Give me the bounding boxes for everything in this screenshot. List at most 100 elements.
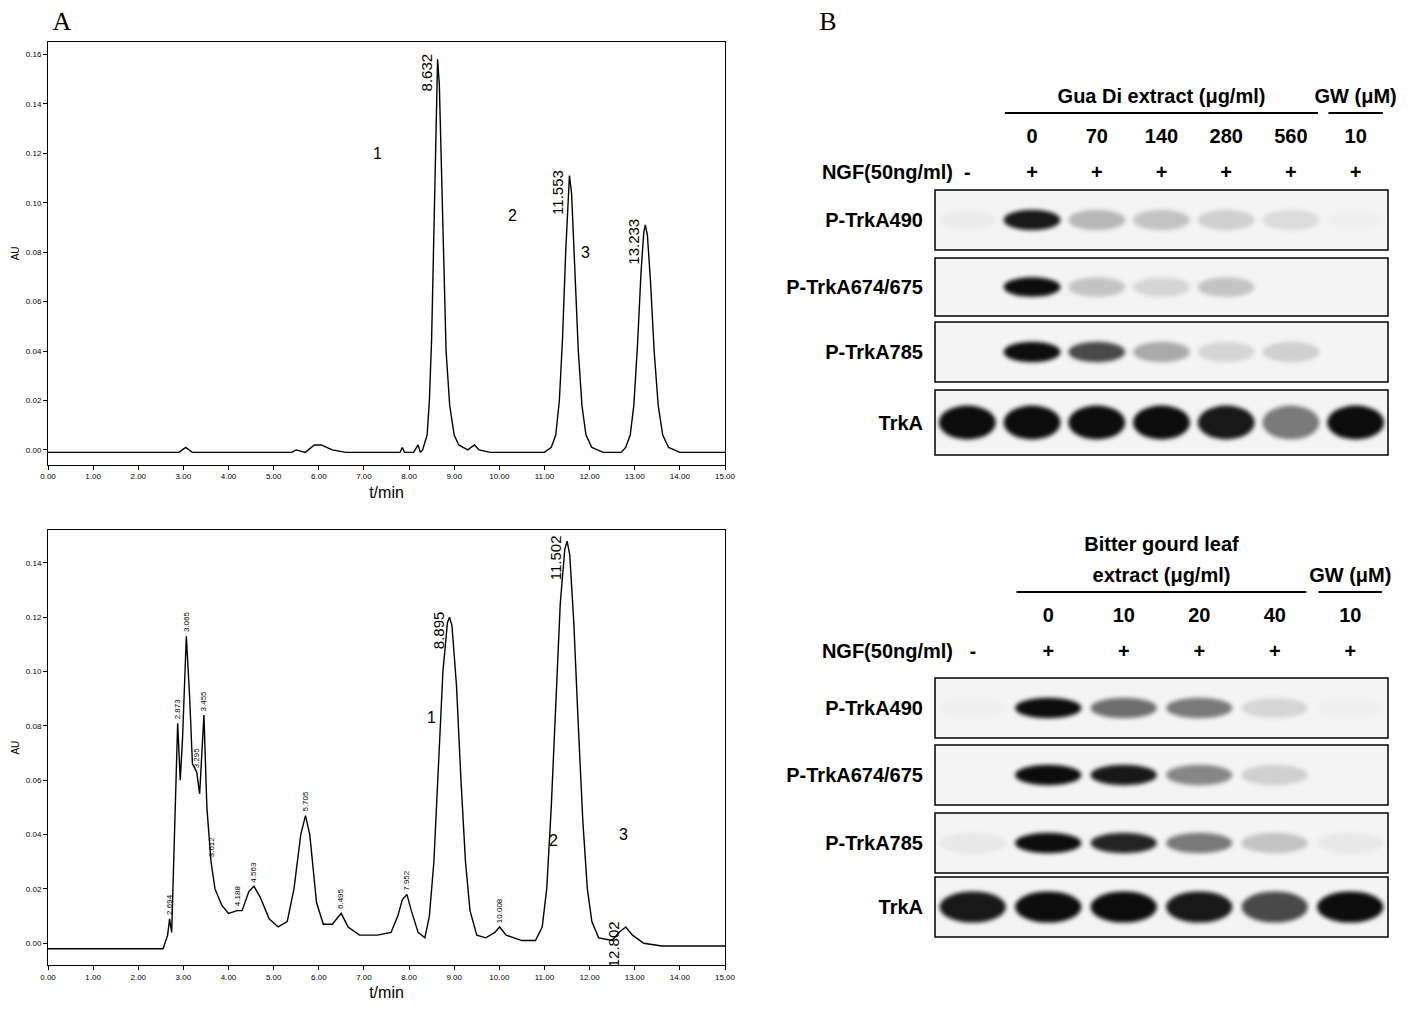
svg-text:0.04: 0.04 <box>26 830 42 839</box>
svg-text:0.12: 0.12 <box>26 613 42 622</box>
svg-text:NGF(50ng/ml): NGF(50ng/ml) <box>822 161 953 183</box>
svg-text:-: - <box>964 161 971 183</box>
svg-text:-: - <box>969 640 976 662</box>
svg-text:1: 1 <box>427 709 436 726</box>
svg-text:NGF(50ng/ml): NGF(50ng/ml) <box>822 640 953 662</box>
svg-text:4.00: 4.00 <box>221 472 237 481</box>
svg-text:0.14: 0.14 <box>26 559 42 568</box>
svg-text:B: B <box>819 7 836 36</box>
svg-text:TrkA: TrkA <box>879 896 923 918</box>
svg-text:3.455: 3.455 <box>199 691 208 712</box>
svg-text:+: + <box>1091 161 1103 183</box>
svg-text:11.553: 11.553 <box>549 170 566 215</box>
svg-text:t/min: t/min <box>369 984 404 1001</box>
svg-text:12.802: 12.802 <box>605 921 622 967</box>
svg-text:4.00: 4.00 <box>221 973 237 982</box>
svg-text:13.233: 13.233 <box>625 219 642 265</box>
svg-text:AU: AU <box>10 246 21 260</box>
svg-text:8.632: 8.632 <box>418 54 435 92</box>
svg-text:5.00: 5.00 <box>266 472 282 481</box>
svg-text:8.895: 8.895 <box>430 612 447 650</box>
svg-text:+: + <box>1344 640 1356 662</box>
svg-text:Bitter gourd leaf: Bitter gourd leaf <box>1084 533 1239 555</box>
svg-text:2: 2 <box>549 832 558 849</box>
svg-text:0.00: 0.00 <box>26 446 42 455</box>
svg-text:4.563: 4.563 <box>249 862 258 883</box>
svg-text:10: 10 <box>1345 125 1367 147</box>
svg-text:10.00: 10.00 <box>489 472 510 481</box>
svg-text:10: 10 <box>1113 604 1135 626</box>
svg-text:AU: AU <box>10 741 21 755</box>
svg-text:GW (μM): GW (μM) <box>1315 85 1397 107</box>
svg-text:+: + <box>1285 161 1297 183</box>
svg-text:3.065: 3.065 <box>182 611 191 632</box>
svg-text:0.00: 0.00 <box>40 973 56 982</box>
svg-text:10.008: 10.008 <box>495 898 504 923</box>
svg-text:0.08: 0.08 <box>26 722 42 731</box>
svg-text:+: + <box>1042 640 1054 662</box>
svg-text:Gua Di extract (μg/ml): Gua Di extract (μg/ml) <box>1058 85 1266 107</box>
svg-text:7.00: 7.00 <box>356 973 372 982</box>
svg-text:40: 40 <box>1264 604 1286 626</box>
svg-text:0.08: 0.08 <box>26 248 42 257</box>
svg-text:3: 3 <box>619 826 628 843</box>
svg-text:5.705: 5.705 <box>301 791 310 812</box>
svg-text:20: 20 <box>1188 604 1210 626</box>
svg-text:6.00: 6.00 <box>311 472 327 481</box>
svg-text:12.00: 12.00 <box>580 472 601 481</box>
svg-text:140: 140 <box>1145 125 1178 147</box>
svg-text:1.00: 1.00 <box>85 973 101 982</box>
svg-text:3.612: 3.612 <box>207 837 216 858</box>
svg-text:3.295: 3.295 <box>192 748 201 769</box>
svg-text:t/min: t/min <box>369 484 404 501</box>
svg-text:+: + <box>1220 161 1232 183</box>
svg-text:0.00: 0.00 <box>40 472 56 481</box>
svg-text:3: 3 <box>581 244 590 261</box>
svg-text:P-TrkA674/675: P-TrkA674/675 <box>786 276 923 298</box>
svg-text:11.00: 11.00 <box>535 973 555 982</box>
svg-text:0.02: 0.02 <box>26 396 42 405</box>
svg-text:3.00: 3.00 <box>176 973 192 982</box>
svg-text:0.02: 0.02 <box>26 885 42 894</box>
svg-text:11.00: 11.00 <box>535 472 555 481</box>
svg-text:+: + <box>1156 161 1168 183</box>
svg-text:2.00: 2.00 <box>130 973 146 982</box>
svg-text:7.00: 7.00 <box>356 472 372 481</box>
svg-text:1: 1 <box>373 145 382 162</box>
svg-text:70: 70 <box>1086 125 1108 147</box>
svg-text:2: 2 <box>508 207 517 224</box>
svg-text:0.00: 0.00 <box>26 939 42 948</box>
svg-text:+: + <box>1118 640 1130 662</box>
svg-text:10: 10 <box>1339 604 1361 626</box>
svg-text:9.00: 9.00 <box>446 973 462 982</box>
svg-text:10.00: 10.00 <box>489 973 510 982</box>
svg-text:P-TrkA785: P-TrkA785 <box>825 341 923 363</box>
svg-text:6.00: 6.00 <box>311 973 327 982</box>
svg-text:P-TrkA490: P-TrkA490 <box>825 209 923 231</box>
svg-text:P-TrkA785: P-TrkA785 <box>825 832 923 854</box>
svg-text:TrkA: TrkA <box>879 412 923 434</box>
svg-text:0.10: 0.10 <box>26 667 42 676</box>
svg-text:15.00: 15.00 <box>715 973 736 982</box>
svg-text:12.00: 12.00 <box>580 973 601 982</box>
svg-text:0: 0 <box>1043 604 1054 626</box>
svg-text:1.00: 1.00 <box>85 472 101 481</box>
svg-text:15.00: 15.00 <box>715 472 736 481</box>
svg-text:0: 0 <box>1027 125 1038 147</box>
svg-text:560: 560 <box>1274 125 1307 147</box>
svg-text:0.04: 0.04 <box>26 347 42 356</box>
svg-text:11.502: 11.502 <box>547 535 564 580</box>
svg-text:0.12: 0.12 <box>26 149 42 158</box>
svg-text:0.10: 0.10 <box>26 198 42 207</box>
svg-text:8.00: 8.00 <box>401 973 417 982</box>
svg-text:2.00: 2.00 <box>130 472 146 481</box>
svg-text:4.188: 4.188 <box>233 886 242 907</box>
svg-text:14.00: 14.00 <box>670 973 691 982</box>
svg-text:0.06: 0.06 <box>26 297 42 306</box>
svg-text:14.00: 14.00 <box>670 472 691 481</box>
svg-text:P-TrkA490: P-TrkA490 <box>825 697 923 719</box>
svg-text:280: 280 <box>1210 125 1243 147</box>
svg-text:0.16: 0.16 <box>26 50 42 59</box>
svg-text:P-TrkA674/675: P-TrkA674/675 <box>786 764 923 786</box>
svg-text:2.873: 2.873 <box>173 699 182 720</box>
